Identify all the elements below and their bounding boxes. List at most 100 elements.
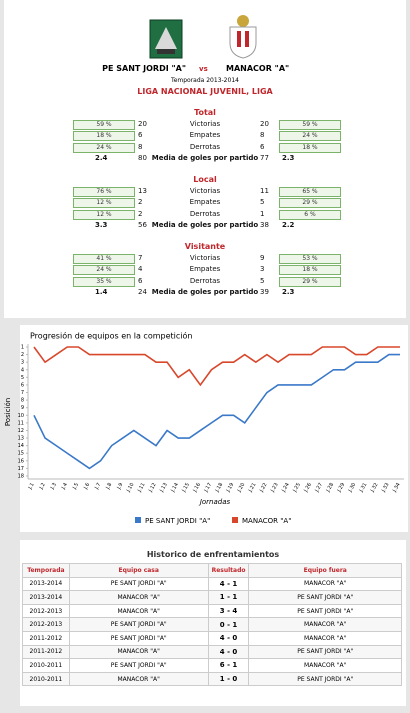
away-pct: 24 % [279,131,341,142]
x-tick-label: J.14 [169,482,179,494]
x-tick-label: J.17 [203,482,213,494]
series-line [33,346,400,387]
x-tick-label: J.19 [225,482,235,494]
history-row: 2011-2012 MANACOR "A" 4 - 0 PE SANT JORDI "… [22,644,402,660]
history-cell: PE SANT JORDI "A" [68,617,209,632]
y-tick-label: 3 [21,360,24,366]
history-title: Historico de enfrentamientos [146,550,280,559]
x-tick-label: J.30 [347,482,357,494]
away-count: 5 [260,198,265,207]
column-header: Equipo casa [68,563,209,578]
y-tick-label: 9 [21,405,24,411]
history-row: 2010-2011 MANACOR "A" 1 - 0 PE SANT JORDI "… [22,671,402,687]
x-tick-label: J.16 [192,482,202,494]
history-cell: MANACOR "A" [248,617,402,632]
home-pct: 12 % [73,198,135,209]
away-count: 8 [260,131,265,140]
home-count: 8 [138,142,143,151]
y-tick-label: 12 [18,428,24,434]
legend-swatch [135,517,141,523]
home-pct: 12 % [73,209,135,220]
away-count: 39 [260,287,269,296]
row-label: Empates [189,265,221,274]
x-tick-label: J.11 [136,482,146,494]
home-pct: 24 % [73,265,135,276]
x-axis-title: Jornadas [198,498,231,506]
history-cell: 1 - 0 [207,671,250,687]
row-label: Victorias [189,254,221,262]
y-tick-label: 6 [21,382,24,388]
x-tick-label: J.3 [49,482,58,491]
y-tick-label: 14 [18,443,24,449]
history-cell: MANACOR "A" [68,603,209,619]
y-tick-label: 15 [18,451,24,457]
home-logo [149,19,183,59]
x-tick-label: J.1 [27,482,36,491]
away-pct: 18 % [279,265,341,276]
y-tick-label: 17 [18,466,24,472]
legend-label: PE SANT JORDI "A" [145,517,210,525]
y-tick-label: 7 [21,390,24,396]
row-label: Media de goles por partido [151,287,259,296]
away-avg: 2.2 [282,220,295,229]
history-row: 2012-2013 MANACOR "A" 3 - 4 PE SANT JORDI "… [22,603,402,619]
chart: Progresión de equipos en la competición … [4,331,404,525]
history-cell: 2013-2014 [22,576,70,592]
column-header: Temporada [22,563,70,578]
away-team: MANACOR "A" [226,64,290,73]
x-tick-label: J.27 [314,482,324,494]
history-cell: MANACOR "A" [248,658,402,673]
history-cell: 2012-2013 [22,603,70,619]
x-tick-label: J.10 [125,482,135,494]
home-count: 6 [138,276,143,285]
home-count: 13 [138,187,147,195]
x-tick-label: J.25 [291,482,301,494]
away-count: 9 [260,254,265,262]
x-tick-label: J.28 [325,482,335,494]
history-cell: 4 - 0 [207,630,250,646]
x-tick-label: J.24 [280,482,290,494]
x-tick-label: J.9 [116,482,125,491]
history-table: Temporada Equipo casa Resultado Equipo fuer… [22,563,402,687]
home-avg: 2.4 [95,153,108,162]
y-tick-label: 16 [18,458,24,464]
x-tick-label: J.33 [380,482,390,494]
x-tick-label: J.5 [71,482,80,491]
x-tick-label: J.34 [391,482,401,494]
y-axis-title: Posición [4,398,12,426]
row-label: Victorias [189,187,221,195]
x-tick-label: J.21 [247,482,257,494]
home-avg: 3.3 [95,220,108,229]
x-tick-label: J.8 [105,482,114,491]
home-pct: 18 % [73,131,135,142]
home-count: 24 [138,287,147,296]
home-count: 56 [138,220,147,229]
home-avg: 1.4 [95,287,108,296]
vs: vs [199,65,208,73]
away-avg: 2.3 [282,287,295,296]
x-tick-label: J.31 [358,482,368,494]
y-tick-label: 1 [21,345,24,351]
history-cell: 0 - 1 [207,617,250,632]
column-header: Equipo fuera [248,563,402,578]
history-row: 2011-2012 PE SANT JORDI "A" 4 - 0 MANACOR "… [22,630,402,646]
x-tick-label: J.18 [214,482,224,494]
away-avg: 2.3 [282,153,295,162]
home-pct: 76 % [73,187,135,197]
history-cell: MANACOR "A" [68,590,209,605]
home-count: 2 [138,198,143,207]
x-tick-label: J.12 [147,482,157,494]
history-cell: 2010-2011 [22,658,70,673]
history-cell: 3 - 4 [207,603,250,619]
x-tick-label: J.13 [158,482,168,494]
away-pct: 18 % [279,142,341,153]
row-label: Derrotas [189,142,221,151]
away-count: 11 [260,187,269,195]
home-pct: 24 % [73,142,135,153]
header-row: Temporada Equipo casa Resultado Equipo fuer… [22,563,402,578]
history-cell: 4 - 0 [207,644,250,660]
history-cell: 2010-2011 [22,671,70,687]
home-count: 4 [138,265,143,274]
